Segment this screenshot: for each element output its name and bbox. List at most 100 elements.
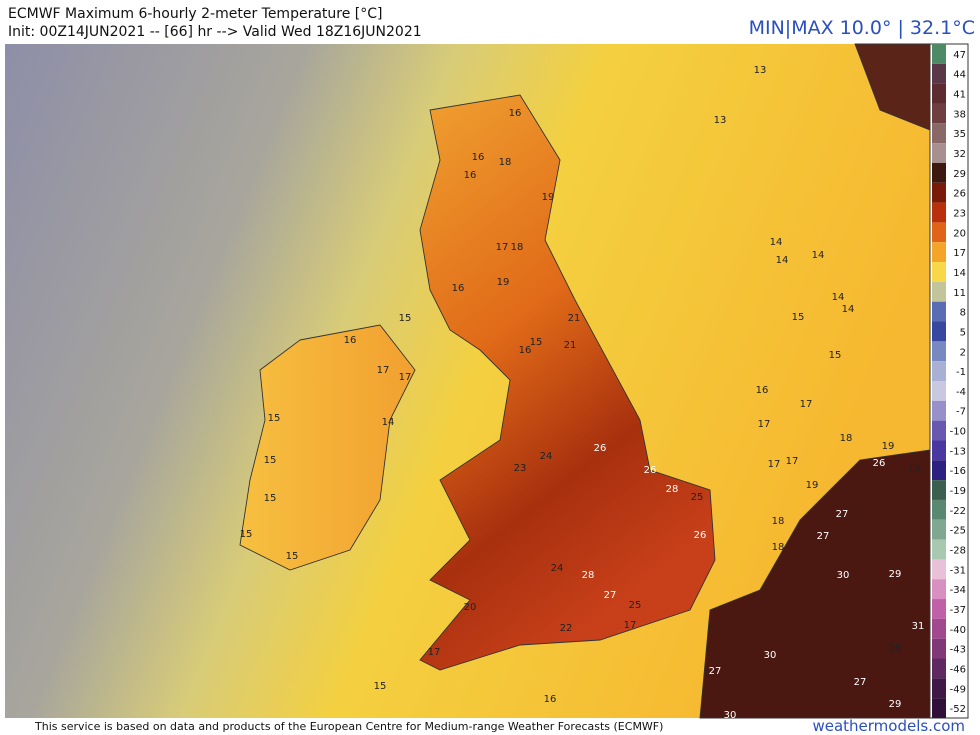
temperature-label: 14 [832,292,845,303]
colorbar-label: 8 [960,308,966,319]
colorbar-label: 11 [953,288,966,299]
colorbar-cell [932,83,946,104]
temperature-label: 15 [530,337,543,348]
temperature-label: 19 [806,480,819,491]
temperature-label: 14 [812,250,825,261]
colorbar-label: -43 [950,645,966,656]
colorbar-cell [932,658,946,679]
temperature-label: 17 [624,620,637,631]
temperature-label: 17 [758,419,771,430]
colorbar-cell [932,519,946,540]
colorbar-label: -40 [950,625,966,636]
temperature-label: 26 [873,458,886,469]
colorbar-cell [932,440,946,461]
colorbar-cell [932,162,946,183]
colorbar-cell [932,123,946,144]
colorbar-cell [932,63,946,84]
colorbar-frame [929,43,969,719]
colorbar-label: -49 [950,684,966,695]
colorbar-label: -4 [956,387,966,398]
temperature-label: 25 [629,600,642,611]
temperature-label: 17 [496,242,509,253]
colorbar-label: 35 [953,129,966,140]
temperature-label: 16 [509,108,522,119]
temperature-label: 20 [464,602,477,613]
colorbar-label: 14 [953,268,966,279]
temperature-label: 16 [472,152,485,163]
great-britain [419,94,716,671]
colorbar-label: 20 [953,228,966,239]
temperature-label: 29 [889,569,902,580]
temperature-label: 16 [544,694,557,705]
temperature-label: 17 [428,647,441,658]
temperature-label: 19 [542,192,555,203]
colorbar-label: 29 [953,169,966,180]
temperature-label: 17 [377,365,390,376]
temperature-label: 21 [564,340,577,351]
colorbar-label: -25 [950,526,966,537]
colorbar-label: 2 [960,347,966,358]
colorbar-cell [932,599,946,619]
temperature-label: 16 [519,345,532,356]
colorbar-cell [932,143,946,163]
colorbar-cell [932,202,946,223]
temperature-label: 15 [286,551,299,562]
colorbar-label: -52 [950,704,966,715]
temperature-label: 14 [382,417,395,428]
colorbar-label: -31 [950,565,966,576]
colorbar-label: -1 [956,367,966,378]
colorbar-cell [932,182,946,203]
colorbar-cell [932,281,946,302]
temperature-label: 18 [499,157,512,168]
colorbar-cell [932,539,946,560]
title: ECMWF Maximum 6-hourly 2-meter Temperatu… [8,6,382,22]
colorbar-cell [932,400,946,421]
colorbar-label: -7 [956,407,966,418]
temperature-label: 13 [714,115,727,126]
temperature-label: 19 [497,277,510,288]
colorbar-label: -16 [950,466,966,477]
temperature-label: 18 [840,433,853,444]
temperature-label: 17 [800,399,813,410]
min-max: MIN|MAX 10.0° | 32.1°C [749,17,975,39]
temperature-label: 16 [756,385,769,396]
temperature-label: 17 [399,372,412,383]
colorbar-label: -10 [950,427,966,438]
colorbar-label: 17 [953,248,966,259]
colorbar-label: 5 [960,327,966,338]
temperature-label: 23 [514,463,527,474]
colorbar-label: 38 [953,109,966,120]
colorbar-cell [932,242,946,263]
temperature-label: 25 [889,643,902,654]
temperature-label: 18 [511,242,524,253]
colorbar-cell [932,638,946,659]
colorbar-cell [932,579,946,600]
temperature-label: 19 [908,464,921,475]
temperature-label: 15 [829,350,842,361]
colorbar-label: -19 [950,486,966,497]
temperature-label: 16 [452,283,465,294]
colorbar-cell [932,420,946,441]
temperature-label: 26 [644,465,657,476]
colorbar-cell [932,361,946,381]
colorbar-label: 41 [953,90,966,101]
temperature-label: 15 [374,681,387,692]
temperature-label: 26 [694,530,707,541]
colorbar-label: 26 [953,189,966,200]
ireland [239,324,416,571]
temperature-label: 28 [666,484,679,495]
temperature-label: 30 [837,570,850,581]
temperature-label: 15 [264,455,277,466]
temperature-label: 28 [582,570,595,581]
colorbar-cell [932,341,946,362]
colorbar-label: -46 [950,664,966,675]
temperature-label: 30 [764,650,777,661]
colorbar-cell [932,321,946,342]
colorbar-cell [932,480,946,500]
temperature-label: 15 [240,529,253,540]
temperature-label: 30 [724,710,737,721]
colorbar-cell [932,678,946,699]
temperature-label: 17 [768,459,781,470]
temperature-label: 27 [709,666,722,677]
